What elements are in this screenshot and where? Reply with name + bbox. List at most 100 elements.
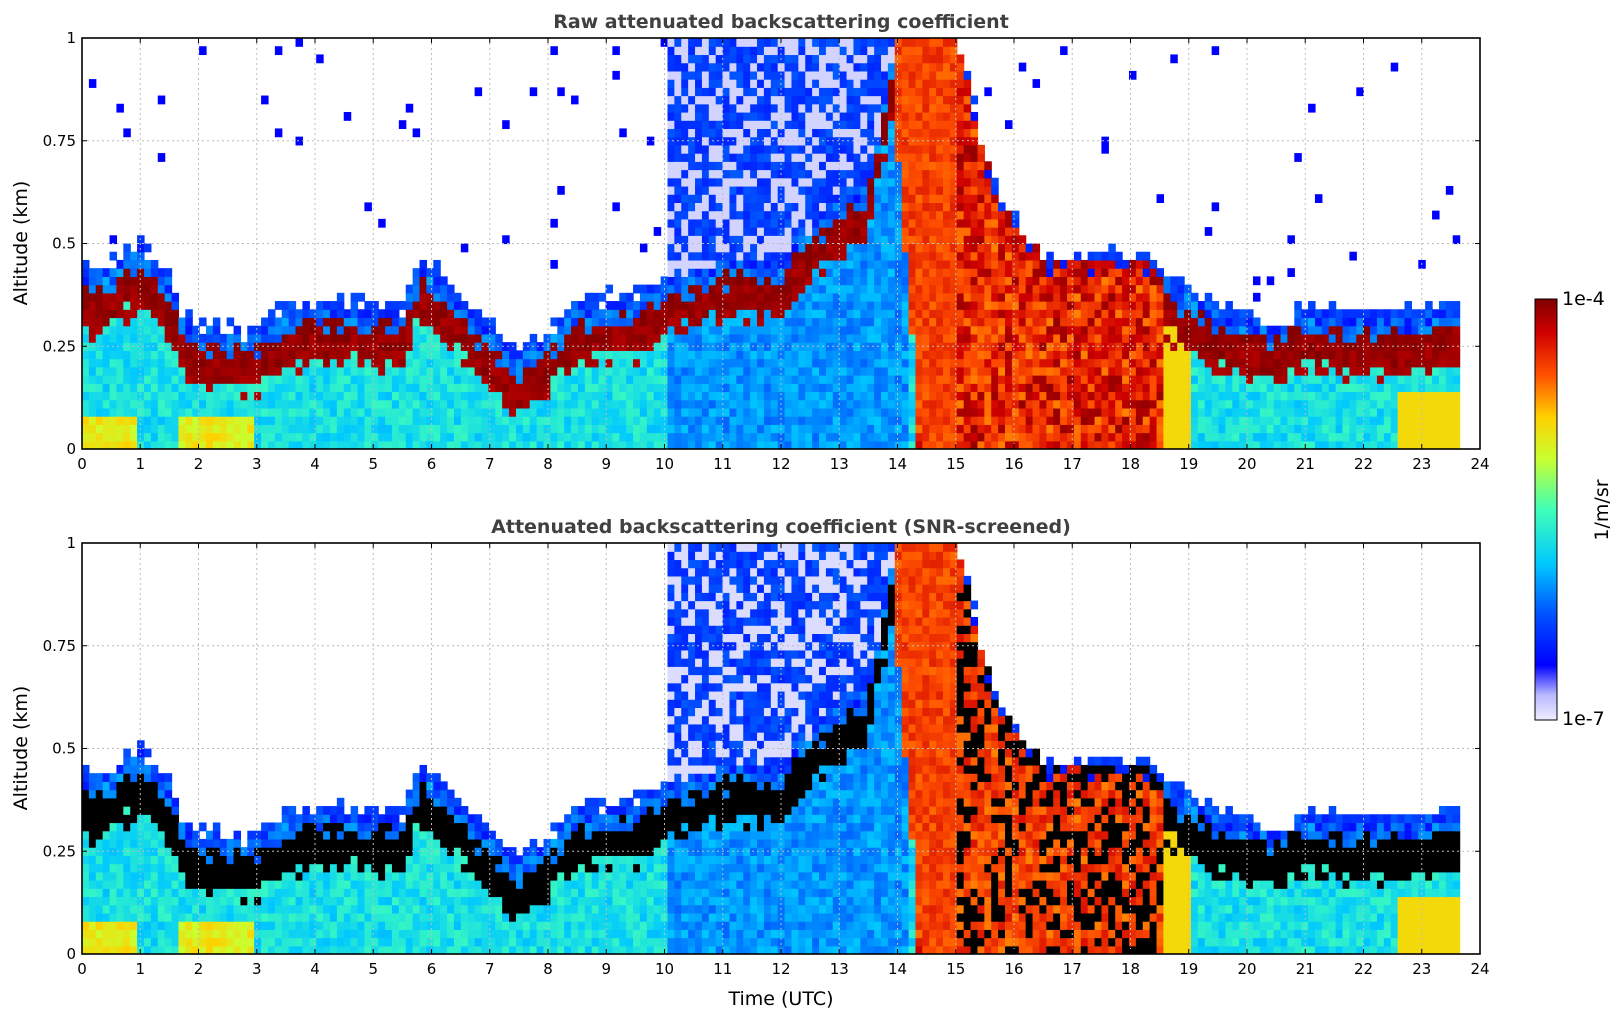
heatmap-cell [192, 407, 200, 417]
heatmap-cell [1032, 375, 1041, 384]
heatmap-cell [770, 128, 779, 138]
heatmap-cell [701, 350, 710, 360]
heatmap-cell [825, 432, 834, 442]
heatmap-cell [102, 268, 111, 277]
heatmap-cell [82, 350, 90, 360]
heatmap-cell [860, 235, 868, 245]
heatmap-cell [874, 350, 882, 360]
heatmap-cell [109, 440, 118, 449]
heatmap-cell [612, 416, 620, 425]
heatmap-cell [1163, 424, 1171, 434]
heatmap-cell [1156, 407, 1165, 417]
heatmap-cell [805, 202, 813, 212]
heatmap-cell [1087, 399, 1096, 409]
heatmap-cell [488, 383, 496, 393]
heatmap-cell [839, 383, 848, 393]
heatmap-cell [646, 350, 655, 360]
heatmap-cell [956, 292, 965, 302]
heatmap-cell [881, 342, 889, 351]
heatmap-cell [502, 383, 510, 393]
heatmap-cell [1190, 407, 1199, 417]
heatmap-cell [316, 407, 324, 417]
heatmap-cell [1108, 375, 1116, 384]
heatmap-cell [1294, 325, 1302, 335]
heatmap-cell [777, 268, 786, 277]
heatmap-cell [963, 440, 972, 449]
heatmap-cell [199, 391, 207, 401]
heatmap-cell [743, 120, 751, 130]
heatmap-cell [708, 416, 717, 425]
heatmap-cell [1287, 333, 1295, 343]
heatmap-cell [274, 383, 283, 393]
heatmap-cell [867, 383, 875, 393]
heatmap-cell [178, 333, 186, 343]
heatmap-cell [1018, 268, 1027, 277]
heatmap-cell [1115, 432, 1123, 442]
heatmap-cell [1066, 383, 1075, 393]
heatmap-cell [116, 301, 124, 310]
heatmap-cell [757, 38, 765, 47]
heatmap-cell [963, 292, 972, 302]
heatmap-cell [1246, 325, 1254, 335]
heatmap-cell [460, 416, 469, 425]
heatmap-cell [784, 128, 793, 138]
heatmap-cell [757, 317, 765, 327]
heatmap-cell [915, 301, 923, 310]
heatmap-cell [1163, 391, 1171, 401]
heatmap-cell [715, 342, 724, 351]
heatmap-cell [784, 391, 793, 401]
heatmap-cell [440, 358, 448, 368]
heatmap-cell [736, 169, 744, 179]
heatmap-cell [791, 276, 799, 286]
heatmap-cell [502, 358, 510, 368]
heatmap-cell [943, 218, 951, 228]
heatmap-cell [1239, 309, 1247, 319]
heatmap-cell [1142, 407, 1151, 417]
heatmap-cell [467, 350, 476, 360]
heatmap-cell [929, 70, 937, 80]
heatmap-cell [440, 292, 448, 302]
heatmap-cell [1308, 333, 1316, 343]
heatmap-cell [949, 375, 958, 384]
heatmap-cell [819, 103, 827, 113]
heatmap-cell [247, 440, 255, 449]
heatmap-cell [695, 202, 703, 212]
heatmap-cell [901, 309, 910, 319]
heatmap-cell [922, 268, 930, 277]
heatmap-cell [522, 375, 531, 384]
heatmap-cell [805, 235, 813, 245]
heatmap-cell [350, 333, 359, 343]
heatmap-cell [984, 276, 992, 286]
heatmap-cell [812, 432, 820, 442]
heatmap-cell [667, 161, 675, 171]
heatmap-cell [915, 317, 923, 327]
heatmap-cell [984, 185, 992, 195]
heatmap-cell [474, 383, 483, 393]
heatmap-cell [626, 325, 634, 335]
heatmap-cell [88, 366, 97, 376]
heatmap-cell [736, 95, 744, 105]
heatmap-cell [274, 325, 283, 335]
heatmap-cell [343, 358, 352, 368]
heatmap-cell [467, 391, 476, 401]
heatmap-cell [88, 284, 97, 294]
heatmap-cell [770, 235, 779, 245]
heatmap-cell [543, 333, 551, 343]
heatmap-cell [819, 424, 827, 434]
heatmap-cell [977, 194, 985, 203]
heatmap-cell [391, 391, 400, 401]
heatmap-cell [1128, 358, 1137, 368]
heatmap-cell [398, 366, 407, 376]
heatmap-cell [812, 227, 820, 236]
heatmap-cell [936, 440, 944, 449]
heatmap-cell [584, 440, 593, 449]
heatmap-cell [736, 227, 744, 236]
heatmap-cell [860, 177, 868, 187]
heatmap-cell [1046, 333, 1054, 343]
heatmap-cell [784, 235, 793, 245]
heatmap-cell [922, 350, 930, 360]
heatmap-cell [378, 350, 386, 360]
heatmap-cell [433, 276, 441, 286]
heatmap-cell [867, 301, 875, 310]
heatmap-cell [591, 292, 600, 302]
